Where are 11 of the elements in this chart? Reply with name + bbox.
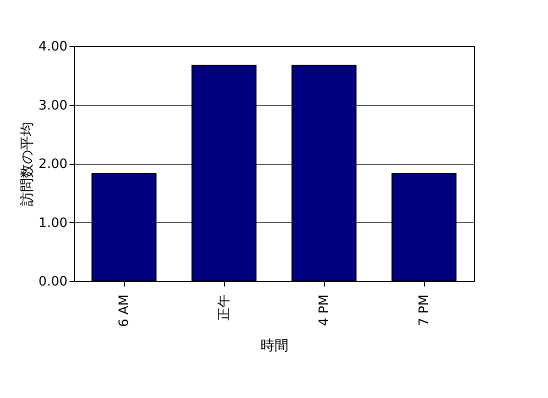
x-axis-title: 時間 — [260, 338, 288, 354]
x-tick-label: 7 PM — [417, 294, 432, 326]
x-tick-label: 6 AM — [117, 294, 132, 328]
x-tick-label: 4 PM — [317, 294, 332, 326]
y-tick-label: 0.00 — [38, 274, 68, 290]
y-tick-label: 3.00 — [38, 98, 68, 114]
y-tick-label: 1.00 — [38, 216, 68, 231]
y-tick-label: 2.00 — [38, 157, 68, 172]
y-tick-label: 4.00 — [38, 40, 68, 54]
x-tick-label: 正午 — [217, 294, 232, 320]
y-axis-title: 訪問数の平均 — [20, 122, 36, 206]
